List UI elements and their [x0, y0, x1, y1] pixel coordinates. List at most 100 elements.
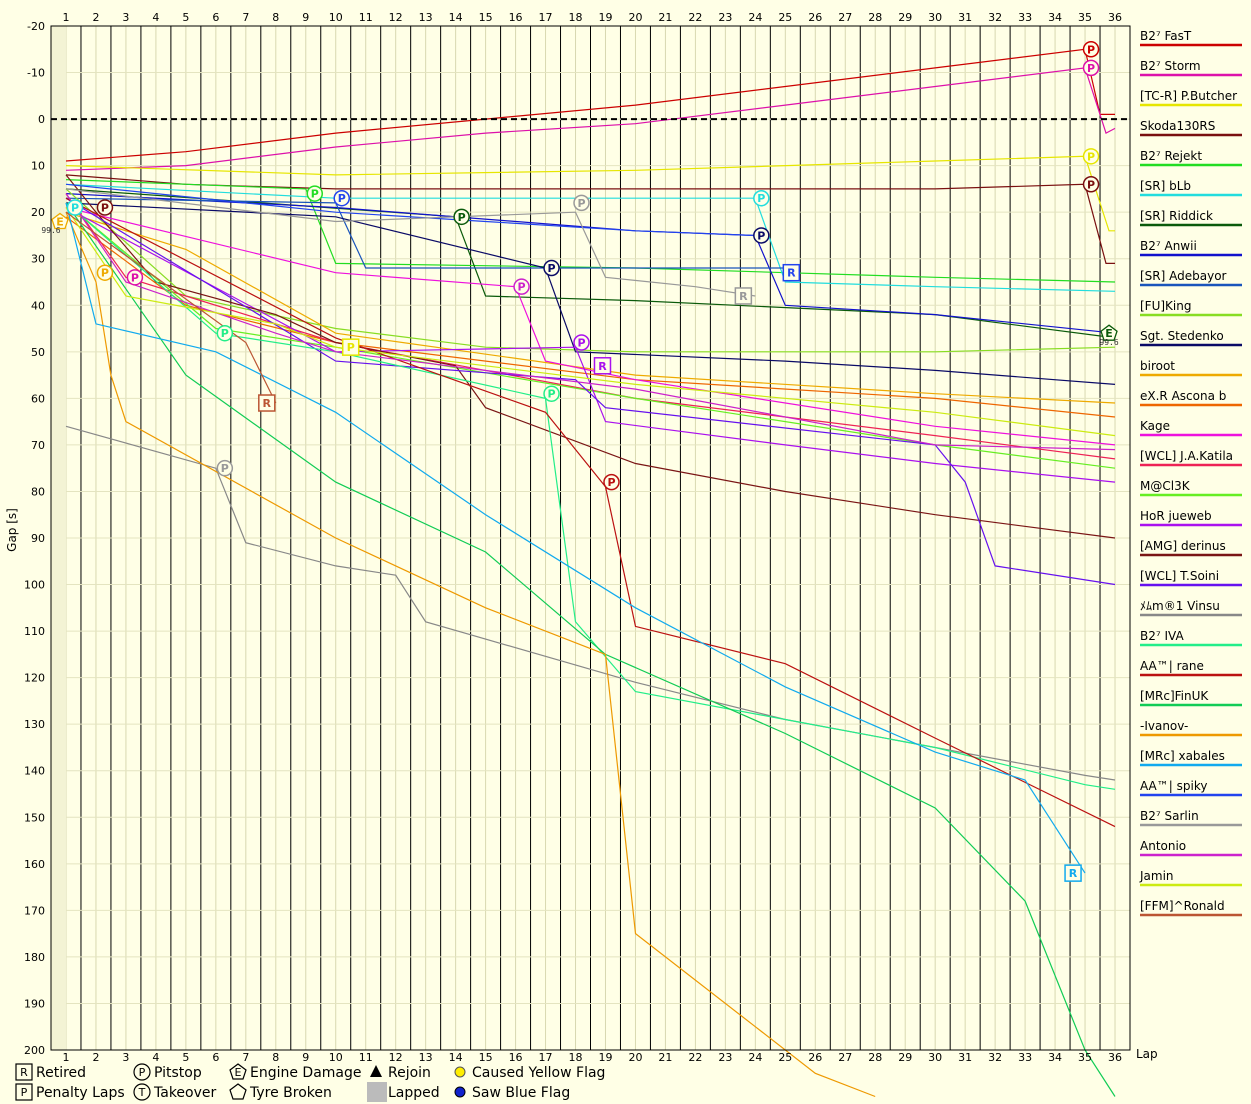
marker-letter: R — [739, 290, 748, 303]
marker-letter: P — [1087, 43, 1095, 56]
marker-shape — [603, 473, 620, 491]
series-line-13 — [65, 206, 1116, 446]
marker-shape — [258, 394, 276, 412]
x-tick-bottom-14: 14 — [449, 1051, 463, 1064]
x-tick-bottom-31: 31 — [958, 1051, 972, 1064]
legend-label-21: AA™| rane — [1140, 659, 1204, 673]
x-tick-bottom-10: 10 — [329, 1051, 343, 1064]
legend-label-29: [FFM]^Ronald — [1140, 899, 1225, 913]
marker-letter: P — [607, 476, 615, 489]
key-item-9: Saw Blue Flag — [454, 1085, 570, 1101]
key-symbol-letter: E — [235, 1066, 242, 1079]
x-tick-top-3: 3 — [122, 11, 129, 24]
marker-p-0: P — [1082, 41, 1100, 58]
marker-p-16: P — [216, 324, 234, 342]
legend-label-25: AA™| spiky — [1140, 779, 1207, 793]
x-tick-bottom-20: 20 — [628, 1051, 642, 1064]
marker-shape — [1100, 324, 1118, 341]
key-item-1: P Penalty Laps — [15, 1083, 125, 1101]
x-tick-top-18: 18 — [569, 11, 583, 24]
marker-shape — [573, 334, 590, 351]
y-tick-100: 100 — [24, 579, 45, 592]
marker-letter: P — [548, 388, 556, 401]
x-tick-top-4: 4 — [152, 11, 159, 24]
marker-p-7: P — [573, 194, 590, 212]
marker-r-26: R — [1064, 864, 1082, 882]
legend-label-1: B2⁷ Storm — [1140, 59, 1201, 73]
x-tick-bottom-22: 22 — [688, 1051, 702, 1064]
y-tick-110: 110 — [24, 625, 45, 638]
x-tick-bottom-11: 11 — [359, 1051, 373, 1064]
legend-label-27: Antonio — [1140, 839, 1186, 853]
y-tick-190: 190 — [24, 997, 45, 1010]
lapped-shading — [51, 26, 66, 1050]
x-tick-top-8: 8 — [272, 11, 279, 24]
lapped-strip — [51, 26, 66, 1050]
x-tick-bottom-21: 21 — [658, 1051, 672, 1064]
x-tick-top-10: 10 — [329, 11, 343, 24]
x-tick-top-32: 32 — [988, 11, 1002, 24]
legend-label-6: [SR] Riddick — [1140, 209, 1213, 223]
marker-r-22: R — [782, 263, 801, 282]
x-tick-bottom-34: 34 — [1048, 1051, 1062, 1064]
x-tick-bottom-9: 9 — [302, 1051, 309, 1064]
y-tick-150: 150 — [24, 811, 45, 824]
key-symbol — [454, 1066, 466, 1078]
key-label-9: Saw Blue Flag — [472, 1085, 570, 1101]
y-tick-200: 200 — [24, 1044, 45, 1057]
y-tick-80: 80 — [31, 485, 45, 498]
series-line-8 — [65, 197, 786, 269]
legend-label-10: Sgt. Stedenko — [1140, 329, 1224, 343]
marker-p-20: P — [216, 459, 234, 477]
series-line-2 — [65, 155, 1115, 232]
marker-p-5: P — [333, 189, 350, 207]
marker-p-8: P — [453, 208, 470, 226]
x-tick-bottom-15: 15 — [479, 1051, 493, 1064]
marker-shape — [126, 269, 144, 286]
marker-letter: P — [757, 229, 765, 242]
x-tick-bottom-29: 29 — [898, 1051, 912, 1064]
x-tick-top-31: 31 — [958, 11, 972, 24]
series-line-4 — [65, 179, 1116, 283]
legend-label-26: B2⁷ Sarlin — [1140, 809, 1199, 823]
series-line-27 — [65, 193, 1116, 451]
key-item-8: Caused Yellow Flag — [454, 1065, 605, 1081]
legend-label-2: [TC-R] P.Butcher — [1140, 89, 1237, 103]
legend-label-20: B2⁷ IVA — [1140, 629, 1184, 643]
marker-shape — [333, 189, 350, 207]
series-line-23 — [65, 211, 876, 1098]
x-tick-bottom-30: 30 — [928, 1051, 942, 1064]
series-line-22 — [65, 202, 1116, 1097]
key-symbol — [229, 1063, 247, 1080]
marker-letter: P — [311, 188, 319, 201]
marker-shape — [341, 338, 360, 356]
series-line-28 — [65, 207, 1116, 437]
y-tick-50: 50 — [31, 346, 45, 359]
marker-letter: P — [1087, 62, 1095, 75]
x-ticks-top: 1 2 3 4 5 6 7 8 9 10 11 12 13 14 15 16 17 18 19 20 21 22 23 24 2… — [62, 11, 1122, 24]
marker-letter: P — [101, 267, 109, 280]
y-tick-0: 0 — [38, 113, 45, 126]
x-tick-bottom-35: 35 — [1078, 1051, 1092, 1064]
x-tick-top-36: 36 — [1108, 11, 1122, 24]
symbol-key: R Retired P Penalty Laps P Pitstop T Takeover E E… — [15, 1063, 605, 1102]
key-symbol — [370, 1065, 382, 1077]
x-tick-bottom-27: 27 — [838, 1051, 852, 1064]
x-tick-bottom-24: 24 — [748, 1051, 762, 1064]
key-symbol — [367, 1082, 387, 1102]
legend-label-11: biroot — [1140, 359, 1175, 373]
marker-shape — [216, 459, 234, 477]
marker-letter: P — [458, 211, 466, 224]
key-item-4: E Engine Damage — [229, 1063, 362, 1081]
x-tick-top-22: 22 — [688, 11, 702, 24]
marker-letter: P — [548, 262, 556, 275]
x-tick-bottom-18: 18 — [569, 1051, 583, 1064]
key-symbol — [15, 1083, 33, 1101]
marker-shape — [593, 357, 612, 375]
x-tick-bottom-4: 4 — [152, 1051, 159, 1064]
key-label-2: Pitstop — [154, 1065, 202, 1081]
key-symbol — [454, 1086, 466, 1098]
y-tick--20: -20 — [27, 20, 45, 33]
x-tick-top-28: 28 — [868, 11, 882, 24]
marker-shape — [216, 324, 234, 342]
